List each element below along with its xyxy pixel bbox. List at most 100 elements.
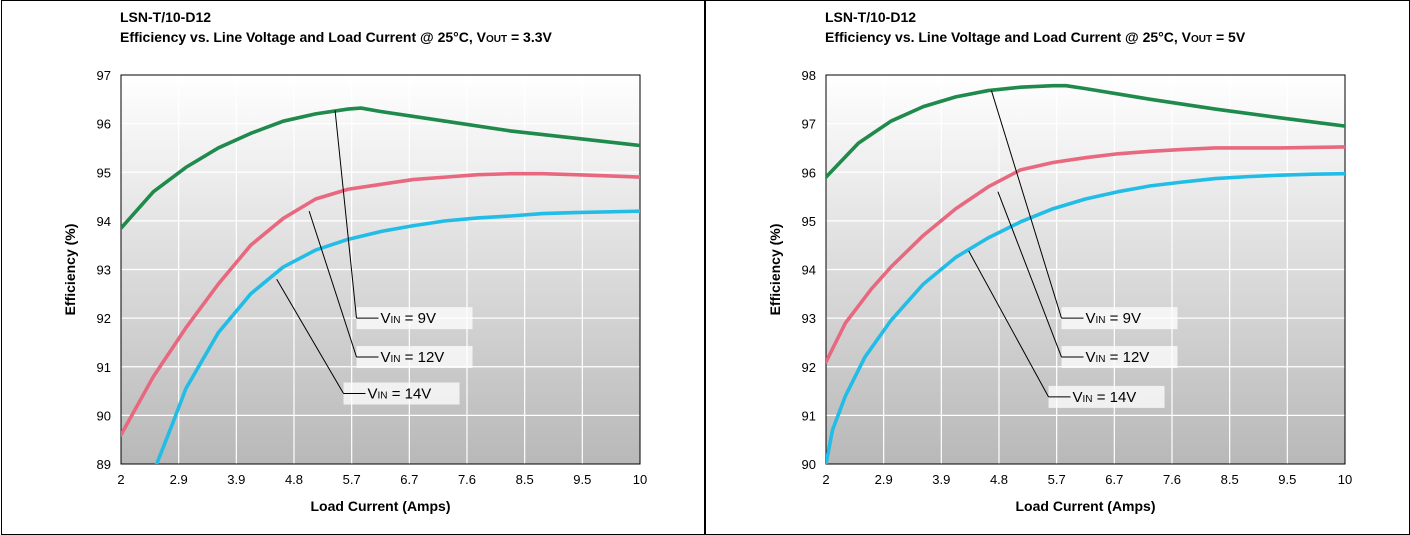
y-tick-label: 96 [802, 165, 816, 180]
x-axis-label: Load Current (Amps) [311, 498, 451, 514]
series-label-subscript: IN [391, 315, 401, 326]
y-tick-label: 93 [802, 311, 816, 326]
series-label-text: V [368, 385, 378, 402]
series-label-subscript: IN [1083, 394, 1093, 405]
series-label-text: V [381, 349, 391, 366]
x-tick-label: 2 [822, 472, 829, 487]
callout-leader-line [997, 191, 1062, 358]
callout-label-background [1048, 385, 1165, 408]
series-line [154, 209, 640, 464]
y-tick-label: 97 [802, 117, 816, 132]
series-label-subscript: IN [1096, 354, 1106, 365]
subtitle-text: Efficiency vs. Line Voltage and Load Cur… [825, 29, 1192, 45]
callout-label-background [356, 307, 473, 330]
plot-border [120, 74, 641, 465]
x-tick-label: 8.5 [516, 472, 534, 487]
series-label-text: V [381, 310, 391, 327]
callout-label-background [356, 346, 473, 369]
chart-svg: 2 2.9 3.9 4.8 5.7 6.7 7.6 8.5 9.5 10 90 91 92 93 94 95 9… [705, 0, 1410, 535]
chart-title: LSN-T/10-D12 [120, 9, 211, 25]
y-tick-label: 92 [802, 360, 816, 375]
callout-leader-line [334, 110, 357, 319]
callout-label-background [1061, 307, 1178, 330]
x-tick-label: 7.6 [1163, 472, 1181, 487]
x-tick-label: 7.6 [458, 472, 476, 487]
subtitle-text: = 5V [1212, 29, 1246, 45]
callout-label-background [1061, 346, 1178, 369]
callout-label-background [343, 382, 460, 405]
y-axis-label: Efficiency (%) [62, 224, 78, 316]
x-tick-label: 2 [117, 472, 124, 487]
y-tick-label: 91 [97, 360, 111, 375]
subtitle-text: Efficiency vs. Line Voltage and Load Cur… [120, 29, 487, 45]
callout-leader-line [276, 278, 344, 394]
x-tick-label: 6.7 [1105, 472, 1123, 487]
y-tick-label: 92 [97, 311, 111, 326]
callout-leader-line [308, 210, 357, 358]
y-tick-label: 95 [802, 214, 816, 229]
y-tick-label: 90 [802, 457, 816, 472]
series-label-text: V [1086, 310, 1096, 327]
series-label: VIN = 14V [368, 385, 432, 402]
series-label-text: = 12V [401, 349, 445, 366]
x-tick-label: 5.7 [1048, 472, 1066, 487]
x-tick-label: 10 [633, 472, 647, 487]
x-tick-label: 3.9 [932, 472, 950, 487]
series-label: VIN = 12V [1086, 349, 1150, 366]
x-tick-label: 2.9 [875, 472, 893, 487]
plot-border [825, 74, 1346, 465]
series-label: VIN = 9V [381, 310, 436, 327]
y-tick-label: 95 [97, 165, 111, 180]
series-line [826, 83, 1345, 179]
series-line [121, 171, 640, 437]
subtitle-subscript: OUT [1191, 34, 1212, 45]
x-tick-label: 6.7 [400, 472, 418, 487]
y-tick-label: 98 [802, 68, 816, 83]
series-label-text: = 9V [1106, 310, 1141, 327]
y-tick-label: 94 [802, 263, 816, 278]
subtitle-text: = 3.3V [507, 29, 552, 45]
series-label-text: = 9V [401, 310, 436, 327]
callout-leader-line [968, 250, 1049, 398]
x-tick-label: 4.8 [990, 472, 1008, 487]
series-line [826, 145, 1345, 364]
series-label: VIN = 9V [1086, 310, 1141, 327]
callout-leader-line [990, 90, 1062, 319]
x-tick-label: 8.5 [1221, 472, 1239, 487]
series-label-text: = 14V [388, 385, 432, 402]
chart-svg: 2 2.9 3.9 4.8 5.7 6.7 7.6 8.5 9.5 10 89 90 91 92 93 94 9… [1, 0, 705, 535]
x-tick-label: 5.7 [343, 472, 361, 487]
x-tick-label: 10 [1338, 472, 1352, 487]
y-axis-label: Efficiency (%) [767, 224, 783, 316]
chart-panel-right: 2 2.9 3.9 4.8 5.7 6.7 7.6 8.5 9.5 10 90 91 92 93 94 95 9… [705, 0, 1410, 535]
series-label-text: = 14V [1093, 389, 1137, 406]
y-tick-label: 97 [97, 68, 111, 83]
x-tick-label: 2.9 [170, 472, 188, 487]
series-label: VIN = 14V [1073, 389, 1137, 406]
series-label: VIN = 12V [381, 349, 445, 366]
chart-panel-left: 2 2.9 3.9 4.8 5.7 6.7 7.6 8.5 9.5 10 89 90 91 92 93 94 9… [1, 0, 705, 535]
y-tick-label: 94 [97, 214, 111, 229]
chart-subtitle: Efficiency vs. Line Voltage and Load Cur… [825, 29, 1246, 45]
series-line [826, 171, 1345, 464]
chart-subtitle: Efficiency vs. Line Voltage and Load Cur… [120, 29, 552, 45]
subtitle-subscript: OUT [486, 34, 507, 45]
series-label-text: V [1073, 389, 1083, 406]
x-axis-label: Load Current (Amps) [1016, 498, 1156, 514]
series-label-subscript: IN [1096, 315, 1106, 326]
series-label-subscript: IN [391, 354, 401, 365]
series-label-text: = 12V [1106, 349, 1150, 366]
y-tick-label: 93 [97, 263, 111, 278]
y-tick-label: 91 [802, 408, 816, 423]
chart-title: LSN-T/10-D12 [825, 9, 916, 25]
x-tick-label: 4.8 [285, 472, 303, 487]
y-tick-label: 90 [97, 408, 111, 423]
x-tick-label: 9.5 [573, 472, 591, 487]
x-tick-label: 9.5 [1278, 472, 1296, 487]
series-label-subscript: IN [378, 390, 388, 401]
series-line [121, 106, 640, 230]
y-tick-label: 89 [97, 457, 111, 472]
x-tick-label: 3.9 [227, 472, 245, 487]
series-label-text: V [1086, 349, 1096, 366]
